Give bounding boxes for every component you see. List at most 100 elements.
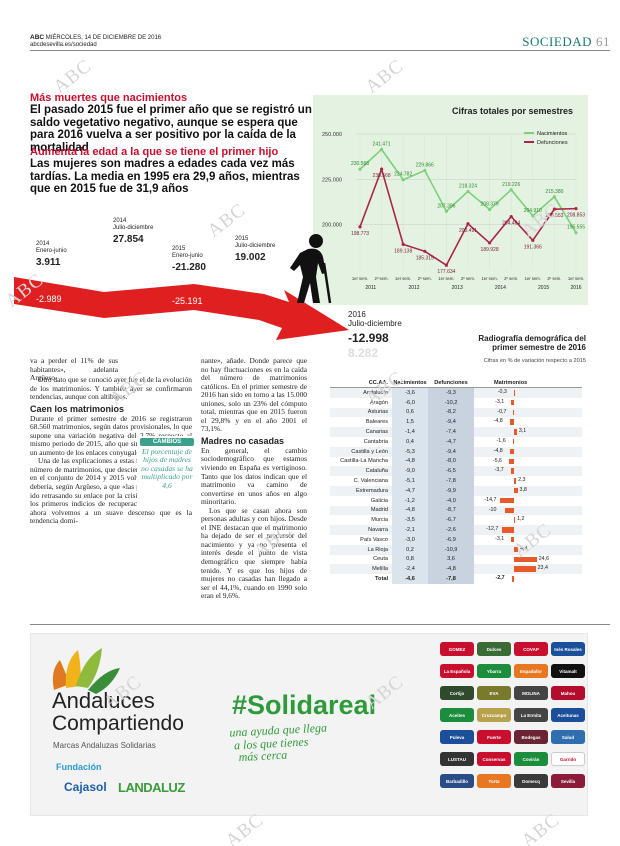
data-label: 224.782	[394, 172, 412, 178]
region-name: Madrid	[370, 507, 388, 514]
marriage-value: -12,7	[486, 526, 499, 533]
y-tick-label: 200.000	[322, 223, 342, 229]
table-title: Radiografía demográfica del primer semes…	[478, 334, 586, 352]
marriage-bar	[514, 566, 536, 572]
subheading: Madres no casadas	[201, 435, 285, 446]
data-point	[358, 225, 362, 229]
brand-logo: Torta	[477, 774, 511, 788]
table-row: Extremadura -4,7 -9,9 3,8	[330, 485, 582, 496]
marriages-cell: 23,4	[474, 564, 582, 574]
deaths-cell: -8,7	[428, 505, 474, 516]
data-point	[488, 207, 492, 212]
region-name: Baleares	[365, 419, 388, 426]
data-label: 208.853	[567, 213, 585, 219]
marriages-cell: 1,2	[474, 515, 582, 525]
paragraph: En general, el cambio sociodemográfico q…	[201, 445, 307, 507]
births-cell: -5,3	[392, 446, 428, 457]
marriage-bar	[509, 448, 514, 455]
table-row: Madrid -4,8 -8,7 -10	[330, 505, 582, 516]
x-tick-label: 1er sem.	[395, 276, 411, 281]
marriage-bar	[508, 458, 514, 465]
marriage-bar	[514, 487, 518, 494]
deaths-cell: -4,7	[428, 436, 474, 447]
brand-logo: Puleva	[440, 730, 474, 744]
label-year: 2015	[172, 246, 186, 252]
marriage-bar	[514, 556, 537, 563]
brand-logo: Sevilla	[551, 774, 585, 788]
marriage-bar	[502, 527, 514, 533]
table-subtitle: Cifras en % de variación respecto a 2015	[483, 358, 586, 364]
data-point	[401, 242, 405, 246]
table-row: Navarra -2,1 -2,6 -12,7	[330, 525, 582, 535]
marriage-bar	[514, 546, 519, 553]
marriages-cell: 3,1	[474, 427, 582, 437]
table-row: Murcia -3,5 -6,7 1,2	[330, 515, 582, 526]
brand-logo: COVAP	[514, 642, 548, 656]
region-name: Canarias	[365, 429, 388, 436]
arrow-label-2015-h1: 2015 Enero-junio -21.280	[172, 246, 206, 274]
arrow-label-2016: 2016 Julio-diciembre -12.998 8.282	[348, 310, 402, 360]
label-year: 2014	[36, 241, 50, 247]
marriage-bar	[511, 399, 514, 406]
region-name: Murcia	[371, 517, 388, 524]
marriage-value: 3,8	[519, 486, 527, 493]
arrow-neg-2014-h2: -542	[113, 264, 132, 274]
table-row: Andalucía -3,6 -9,3 -0,3	[330, 388, 582, 398]
brand-logo: Aceites	[440, 708, 474, 722]
births-cell: 1,5	[392, 417, 428, 428]
highlight-title: Aumenta la edad a la que se tiene el pri…	[30, 146, 279, 158]
marriages-cell: -14,7	[474, 496, 582, 506]
births-cell: -9,0	[392, 466, 428, 477]
table-row: Ceuta 0,8 3,6 24,6	[330, 554, 582, 565]
region-name: Cantabria	[363, 438, 388, 445]
arrow-label-2014-h1: 2014 Enero-junio 3.911	[36, 241, 67, 269]
data-point	[509, 214, 513, 219]
year-label: 2011	[365, 285, 376, 291]
marriage-value: 1,2	[517, 516, 525, 523]
region-name: Ceuta	[373, 556, 388, 563]
ad-brand-sub: Marcas Andaluzas Solidarias	[53, 741, 156, 750]
highlight-block-2: Aumenta la edad a la que se tiene el pri…	[30, 146, 312, 196]
highlight-title: Más muertes que nacimientos	[30, 92, 188, 104]
region-name: La Rioja	[367, 546, 388, 553]
x-tick-label: 1er sem.	[438, 276, 454, 281]
marriage-bar	[509, 419, 514, 425]
deaths-cell: -6,7	[428, 515, 474, 526]
data-point	[358, 167, 362, 171]
brand-logo: Fuerte	[477, 730, 511, 744]
data-point	[380, 147, 384, 152]
label-value: 27.854	[113, 234, 144, 245]
marriage-value: -14,7	[484, 496, 497, 503]
table-row: Cataluña -9,0 -6,5 -3,7	[330, 466, 582, 477]
column-header: Nacimientos	[393, 379, 427, 386]
deaths-cell: -7,8	[428, 574, 474, 584]
y-tick-label: 250.000	[322, 132, 342, 138]
brand-logo: Cortijo	[440, 686, 474, 700]
legend-label: Defunciones	[537, 140, 568, 146]
marriage-bar	[510, 468, 514, 474]
marriage-bar	[504, 507, 514, 514]
deaths-cell: -8,2	[428, 407, 474, 418]
paragraph: Durante el primer semestre de 2016 se re…	[30, 413, 192, 457]
marriages-cell: 24,6	[474, 555, 582, 565]
marriages-cell: -3,1	[474, 535, 582, 545]
data-point	[423, 168, 427, 173]
year-label: 2012	[408, 285, 419, 291]
marriages-cell: -10	[474, 506, 582, 516]
brand-logo: LUSTAU	[440, 752, 474, 766]
table-row: Baleares 1,5 -9,4 -4,8	[330, 417, 582, 428]
deaths-cell: -9,9	[428, 485, 474, 496]
deaths-cell: -9,3	[428, 388, 474, 398]
marriage-value: -0,7	[497, 408, 507, 415]
data-label: 204.464	[502, 221, 520, 227]
deaths-cell: -10,2	[428, 397, 474, 408]
brand-logo: Vitamalt	[551, 664, 585, 678]
issue-date: MIÉRCOLES, 14 DE DICIEMBRE DE 2016	[45, 35, 162, 41]
marriage-value: -4,8	[493, 418, 503, 425]
sponsor-cajasol: Cajasol	[64, 780, 107, 794]
data-point	[466, 222, 470, 226]
marriages-cell: -2,7	[474, 574, 582, 584]
deaths-cell: -4,0	[428, 495, 474, 506]
brand-logo: EVA	[477, 686, 511, 700]
data-label: 230.568	[351, 161, 369, 167]
